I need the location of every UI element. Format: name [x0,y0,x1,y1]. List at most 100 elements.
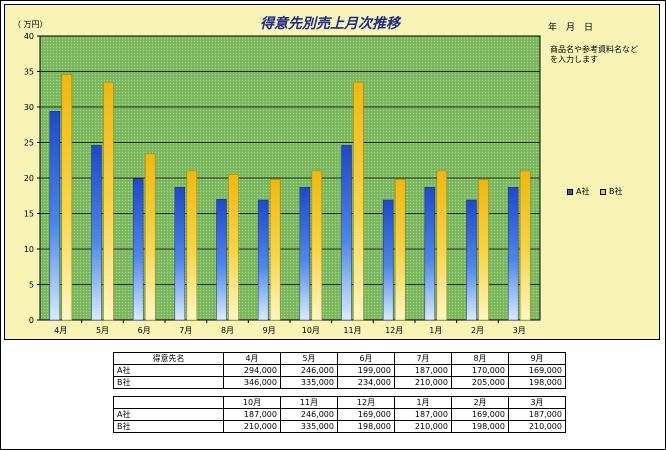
table-cell: 187,000 [508,408,566,421]
x-tick-label: 1月 [429,326,442,335]
bar-series-a [424,186,436,321]
x-tick-label: 10月 [302,326,320,335]
table-cell: 198,000 [451,420,509,433]
x-tick-label: 7月 [179,326,192,335]
legend-item-b: B社 [600,186,623,197]
bar-series-b [103,81,114,321]
bar-series-b [436,170,448,321]
bar-series-b [61,74,73,321]
x-tick-label: 2月 [471,326,484,335]
table-cell: 169,000 [337,408,395,421]
table-cell: 246,000 [280,364,338,377]
table2-month: 10月 [223,396,281,409]
y-axis-label: （ 万円） [13,20,48,29]
bar-series-a [382,199,394,321]
table-cell: 169,000 [508,364,566,377]
bar-series-b [144,153,156,321]
table-cell: 187,000 [394,408,452,421]
x-tick-label: 4月 [54,326,67,335]
table1-month: 5月 [280,352,338,365]
chart-plot: （ 万円） 0 5 10 15 20 25 30 35 40 4月 5月 6月 7月 8月 9月 10月 11月 1… [13,20,541,335]
table2-month: 1月 [394,396,452,409]
table-cell: 187,000 [394,364,452,377]
x-tick-label: 11月 [343,326,361,335]
y-tick-label: 10 [24,245,34,254]
bar-series-a [341,145,352,321]
y-tick-label: 25 [24,139,34,148]
table2-header-row: 10月 11月 12月 1月 2月 3月 [113,396,566,409]
table-cell: 210,000 [394,420,452,433]
data-table-1: 得意先名 4月 5月 6月 7月 8月 9月 A社 294,000 246,00… [113,352,566,389]
bar-series-b [269,179,281,321]
bar-series-b [186,170,198,321]
bar-series-a [174,186,186,321]
bar-series-a [299,186,311,321]
row-label: B社 [113,420,224,433]
y-tick-label: 0 [29,316,34,325]
table-cell: 346,000 [223,376,281,389]
table-cell: 246,000 [280,408,338,421]
table-cell: 205,000 [451,376,509,389]
bar-series-b [228,174,239,321]
bar-series-a [507,186,519,321]
bar-series-b [353,81,364,321]
x-tick-label: 6月 [138,326,151,335]
note-text: 商品名や参考資料名など を入力します [550,45,638,64]
table-cell: 199,000 [337,364,395,377]
table1-month: 8月 [451,352,509,365]
table2-month: 12月 [337,396,395,409]
legend: A社 B社 [567,186,631,197]
bar-series-a [49,111,61,321]
bar-series-a [132,178,144,321]
y-tick-label: 40 [24,32,34,41]
table-cell: 210,000 [223,420,281,433]
legend-label-b: B社 [609,187,623,196]
x-tick-label: 3月 [513,326,526,335]
legend-item-a: A社 [567,186,589,197]
date-text: 年 月 日 [548,23,594,33]
table-cell: 169,000 [451,408,509,421]
table-cell: 187,000 [223,408,281,421]
table-row: A社 187,000 246,000 169,000 187,000 169,0… [113,408,566,421]
legend-swatch-a [567,188,573,195]
table-row: B社 210,000 335,000 198,000 210,000 198,0… [113,420,566,433]
y-tick-label: 20 [24,174,34,183]
table-cell: 210,000 [394,376,452,389]
legend-label-a: A社 [576,187,590,196]
bar-series-a [91,145,102,321]
table1-month: 9月 [508,352,566,365]
table-cell: 335,000 [280,420,338,433]
data-table-2: 10月 11月 12月 1月 2月 3月 A社 187,000 246,000 … [113,396,566,433]
table-row: A社 294,000 246,000 199,000 187,000 170,0… [113,364,566,377]
table1-month: 4月 [223,352,281,365]
table-cell: 335,000 [280,376,338,389]
row-label: B社 [113,376,224,389]
y-tick-label: 35 [24,68,34,77]
bar-series-a [466,199,477,321]
x-tick-label: 12月 [385,326,403,335]
chart-title: 得意先別売上月次推移 [260,16,400,32]
bar-series-b [394,179,406,321]
table2-month: 2月 [451,396,509,409]
table2-month: 11月 [280,396,338,409]
table2-corner [113,396,224,409]
y-tick-label: 15 [24,210,34,219]
y-tick-label: 5 [29,281,34,290]
x-tick-label: 9月 [263,326,276,335]
row-label: A社 [113,408,224,421]
x-tick-label: 5月 [96,326,109,335]
bar-series-b [311,170,323,321]
table-row: B社 346,000 335,000 234,000 210,000 205,0… [113,376,566,389]
y-tick-label: 30 [24,103,34,112]
x-tick-label: 8月 [221,326,234,335]
chart-area: （ 万円） 0 5 10 15 20 25 30 35 40 4月 5月 6月 7月 8月 9月 10月 11月 1… [4,4,660,340]
table-cell: 294,000 [223,364,281,377]
row-label: A社 [113,364,224,377]
table-cell: 198,000 [337,420,395,433]
table-cell: 170,000 [451,364,509,377]
table-cell: 198,000 [508,376,566,389]
bar-series-a [257,199,269,321]
table2-month: 3月 [508,396,566,409]
table1-month: 6月 [337,352,395,365]
bar-series-a [216,199,227,321]
